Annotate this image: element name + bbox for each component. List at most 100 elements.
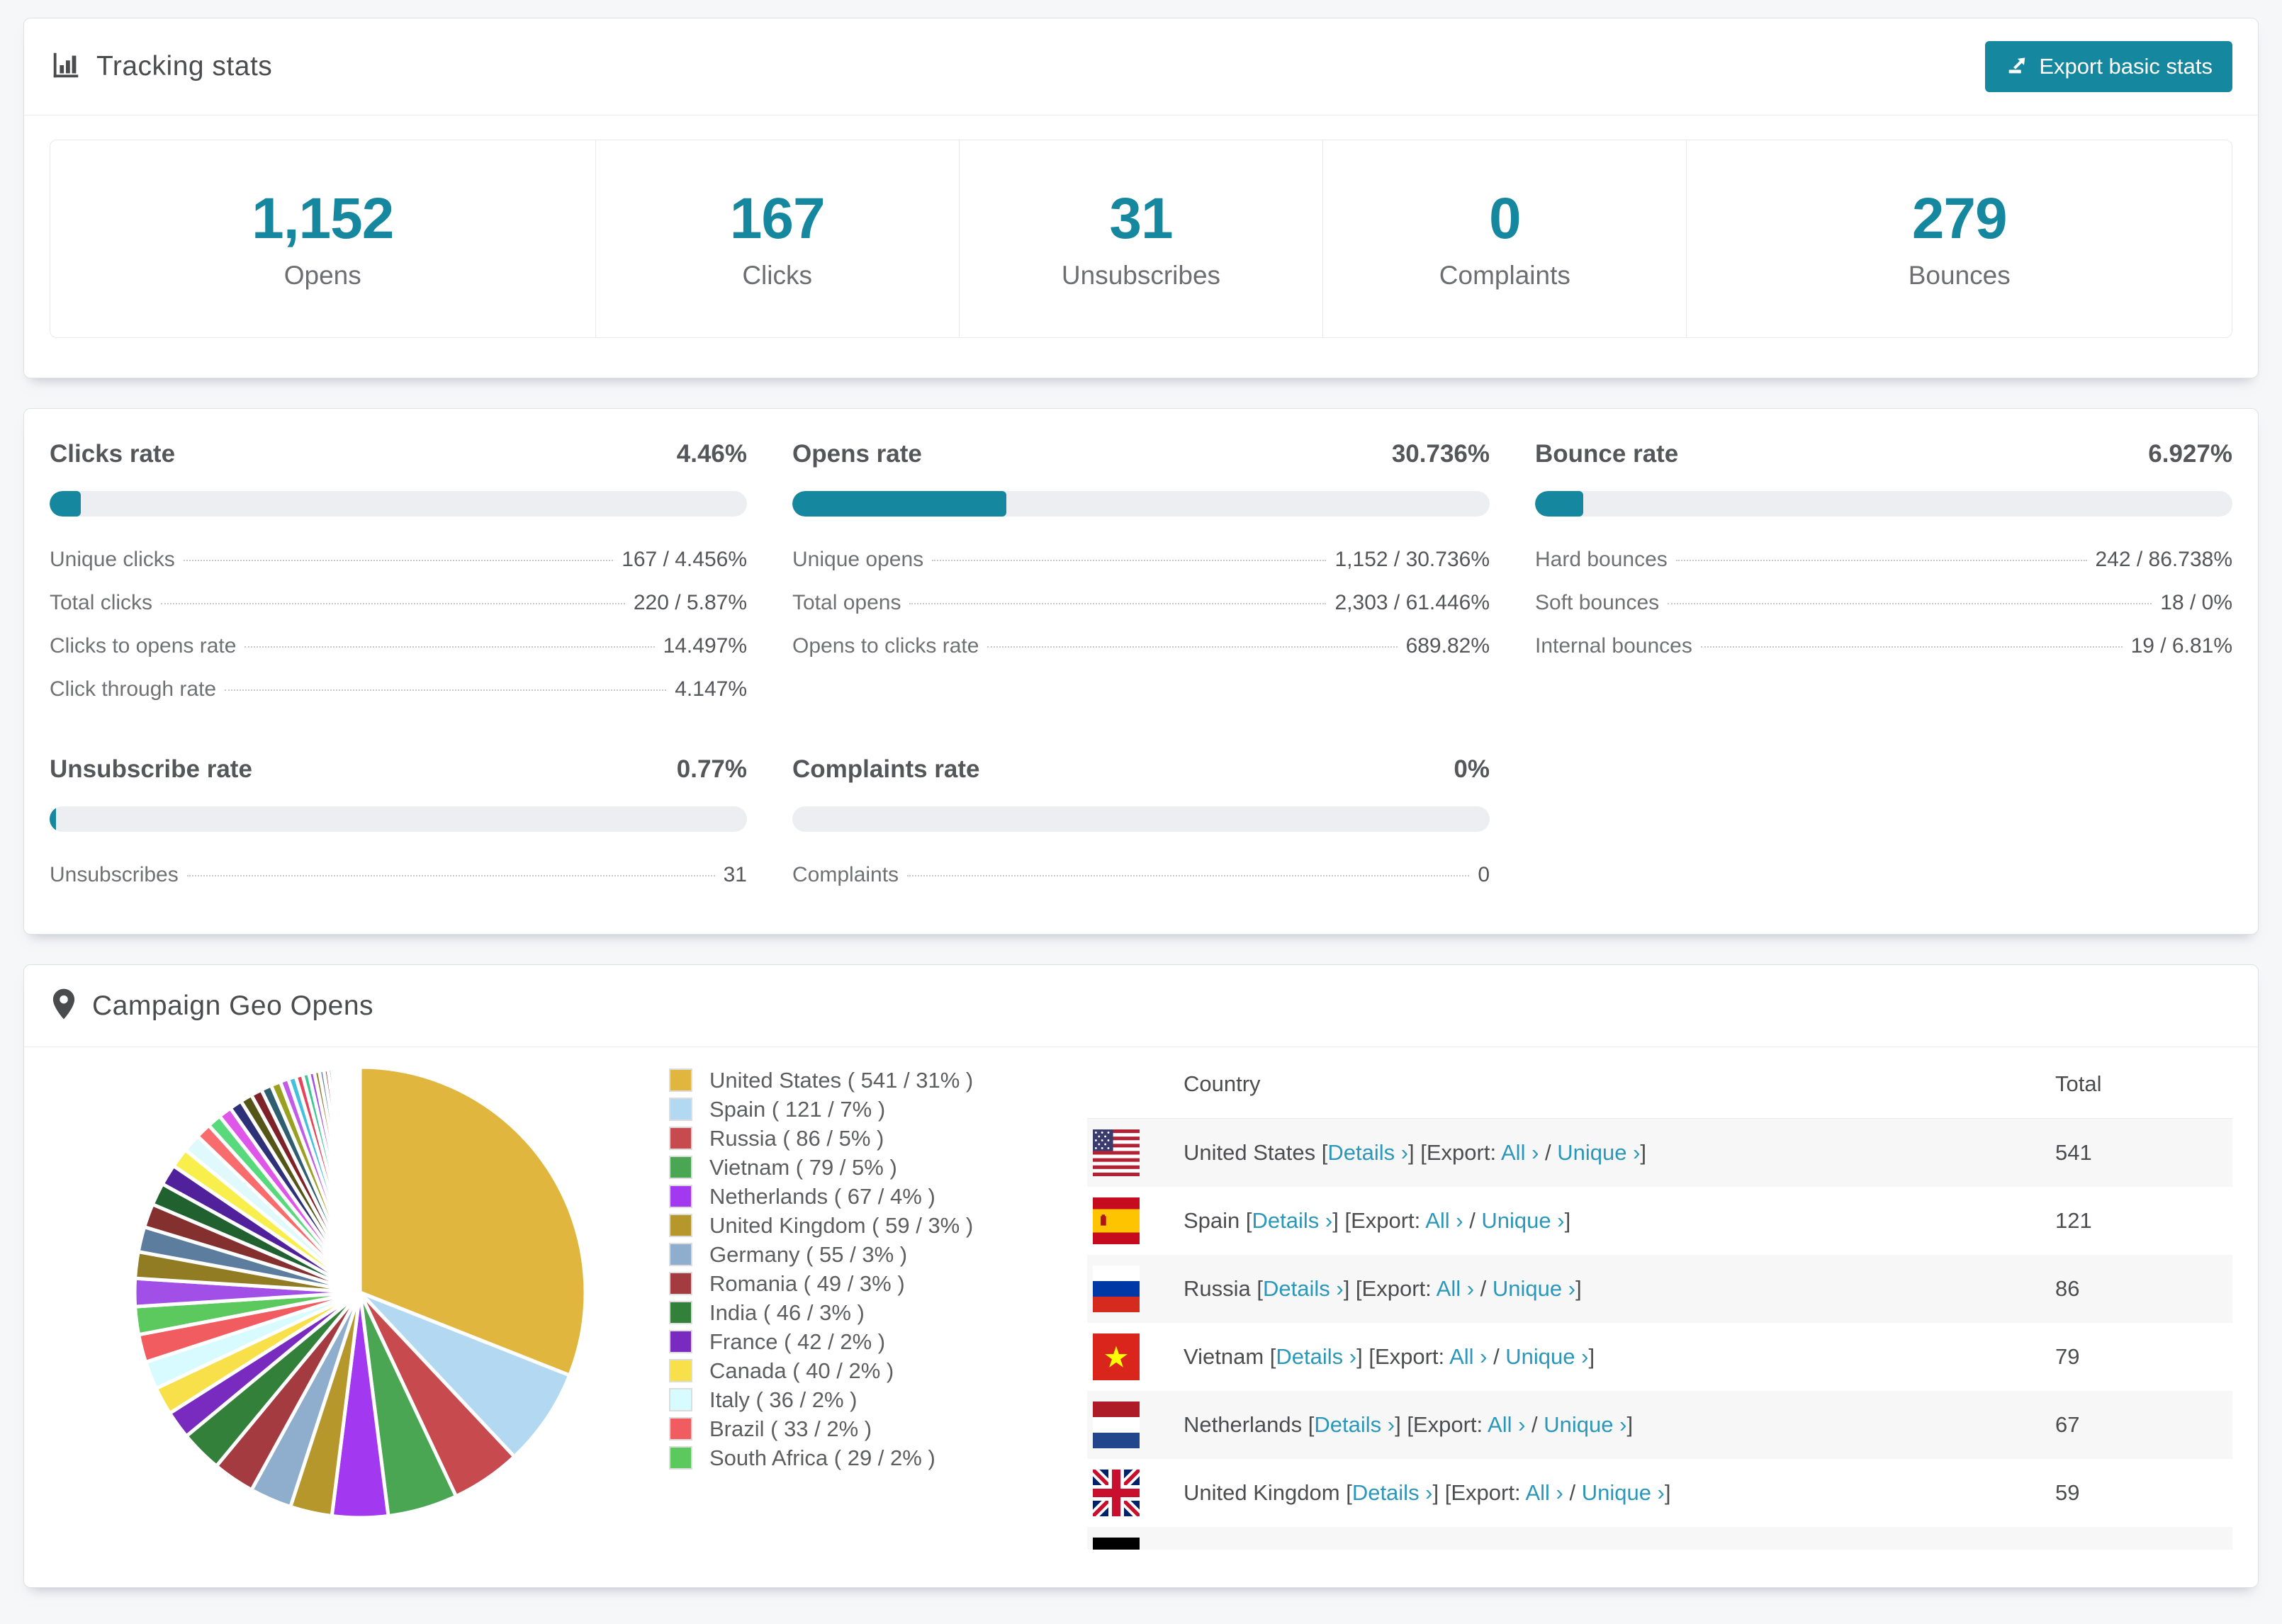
geo-opens-table: Country Total United States [Details ›] … bbox=[1087, 1050, 2232, 1550]
stat-label: Clicks bbox=[742, 261, 812, 290]
legend-swatch bbox=[669, 1185, 692, 1208]
export-unique-link[interactable]: Unique › bbox=[1516, 1548, 1599, 1550]
export-all-link[interactable]: All › bbox=[1525, 1479, 1563, 1505]
dotted-leader bbox=[909, 603, 1327, 604]
rate-stat-label: Opens to clicks rate bbox=[792, 634, 979, 658]
details-link[interactable]: Details › bbox=[1327, 1139, 1409, 1165]
rates-card: Clicks rate 4.46% Unique clicks 167 / 4.456… bbox=[23, 408, 2259, 935]
stat-value: 0 bbox=[1489, 186, 1522, 251]
pie-slice[interactable] bbox=[357, 1065, 362, 1293]
bar-chart-icon bbox=[50, 49, 82, 85]
stat-box-clicks: 167 Clicks bbox=[595, 140, 959, 337]
legend-label: Romania ( 49 / 3% ) bbox=[709, 1270, 905, 1296]
pie-slice[interactable] bbox=[359, 1290, 572, 1460]
campaign-geo-opens-card: Campaign Geo Opens United States ( 541 /… bbox=[23, 964, 2259, 1588]
bracket-close: ] bbox=[1626, 1411, 1634, 1437]
rate-stat-value: 0 bbox=[1478, 863, 1490, 886]
rate-stat-label: Soft bounces bbox=[1535, 591, 1660, 614]
details-link[interactable]: Details › bbox=[1314, 1411, 1395, 1437]
details-link[interactable]: Details › bbox=[1252, 1207, 1333, 1233]
dotted-leader bbox=[225, 689, 667, 691]
details-link[interactable]: Details › bbox=[1263, 1275, 1344, 1301]
export-label: ] [Export: bbox=[1332, 1207, 1426, 1233]
bracket-close: ] bbox=[1664, 1479, 1671, 1505]
export-all-link[interactable]: All › bbox=[1501, 1139, 1539, 1165]
rate-stat-value: 242 / 86.738% bbox=[2095, 548, 2233, 571]
rate-block-unsubscribe-rate: Unsubscribe rate 0.77% Unsubscribes 31 bbox=[50, 755, 747, 887]
page-title: Tracking stats bbox=[96, 51, 273, 81]
geo-table-wrap: Country Total United States [Details ›] … bbox=[1087, 1050, 2232, 1550]
legend-label: Brazil ( 33 / 2% ) bbox=[709, 1416, 872, 1441]
legend-label: Vietnam ( 79 / 5% ) bbox=[709, 1154, 897, 1180]
export-button-label: Export basic stats bbox=[2039, 54, 2213, 79]
bracket-close: ] bbox=[1640, 1139, 1647, 1165]
country-name: Spain bbox=[1184, 1207, 1240, 1233]
export-all-link[interactable]: All › bbox=[1449, 1343, 1488, 1369]
export-unique-link[interactable]: Unique › bbox=[1557, 1139, 1641, 1165]
rate-stat-label: Clicks to opens rate bbox=[50, 634, 237, 658]
export-unique-link[interactable]: Unique › bbox=[1492, 1275, 1576, 1301]
vn-flag-icon bbox=[1093, 1333, 1140, 1380]
details-link[interactable]: Details › bbox=[1286, 1548, 1367, 1550]
export-all-link[interactable]: All › bbox=[1459, 1548, 1497, 1550]
country-name: Vietnam bbox=[1184, 1343, 1264, 1369]
export-basic-stats-button[interactable]: Export basic stats bbox=[1985, 41, 2232, 92]
dotted-leader bbox=[161, 603, 625, 604]
bracket-close: ] bbox=[1575, 1275, 1582, 1301]
country-name: Germany bbox=[1184, 1548, 1274, 1550]
rate-title: Opens rate bbox=[792, 440, 922, 468]
total-value: 86 bbox=[2055, 1275, 2080, 1301]
rate-stat-value: 220 / 5.87% bbox=[633, 591, 747, 614]
rate-block-opens-rate: Opens rate 30.736% Unique opens 1,152 / 30.… bbox=[792, 440, 1490, 701]
geo-table-row-nl: Netherlands [Details ›] [Export: All › /… bbox=[1087, 1390, 2232, 1459]
export-unique-link[interactable]: Unique › bbox=[1505, 1343, 1589, 1369]
slash-separator: / bbox=[1497, 1548, 1516, 1550]
export-label: ] [Export: bbox=[1343, 1275, 1437, 1301]
slash-separator: / bbox=[1563, 1479, 1582, 1505]
legend-item-russia: Russia ( 86 / 5% ) bbox=[669, 1124, 1066, 1153]
details-link[interactable]: Details › bbox=[1276, 1343, 1357, 1369]
bracket-open: [ bbox=[1302, 1411, 1315, 1437]
stat-label: Bounces bbox=[1908, 261, 2011, 290]
stat-box-unsubscribes: 31 Unsubscribes bbox=[958, 140, 1322, 337]
legend-swatch bbox=[669, 1098, 692, 1121]
bracket-close: ] bbox=[1588, 1343, 1595, 1369]
ru-flag-icon bbox=[1093, 1265, 1140, 1312]
bracket-open: [ bbox=[1250, 1275, 1263, 1301]
rate-title: Clicks rate bbox=[50, 440, 176, 468]
legend-item-united-states: United States ( 541 / 31% ) bbox=[669, 1066, 1066, 1095]
export-unique-link[interactable]: Unique › bbox=[1581, 1479, 1665, 1505]
dotted-leader bbox=[1675, 560, 2087, 561]
details-link[interactable]: Details › bbox=[1351, 1479, 1433, 1505]
dotted-leader bbox=[907, 875, 1470, 876]
legend-swatch bbox=[669, 1330, 692, 1353]
rate-stat-row: Unique clicks 167 / 4.456% bbox=[50, 548, 747, 572]
slash-separator: / bbox=[1539, 1139, 1558, 1165]
rate-stat-row: Internal bounces 19 / 6.81% bbox=[1535, 634, 2232, 658]
rate-stat-label: Hard bounces bbox=[1535, 548, 1668, 571]
legend-swatch bbox=[669, 1417, 692, 1440]
export-all-link[interactable]: All › bbox=[1488, 1411, 1526, 1437]
geo-table-row-es: Spain [Details ›] [Export: All › / Uniqu… bbox=[1087, 1187, 2232, 1255]
export-all-link[interactable]: All › bbox=[1425, 1207, 1463, 1233]
legend-swatch bbox=[669, 1156, 692, 1179]
legend-swatch bbox=[669, 1068, 692, 1092]
dotted-leader bbox=[932, 560, 1327, 561]
us-flag-icon bbox=[1093, 1129, 1140, 1176]
map-pin-icon bbox=[50, 988, 78, 1024]
tracking-stats-card: Tracking stats Export basic stats 1,152 O… bbox=[23, 18, 2259, 378]
rate-title: Complaints rate bbox=[792, 755, 980, 783]
export-unique-link[interactable]: Unique › bbox=[1481, 1207, 1565, 1233]
geo-table-row-us: United States [Details ›] [Export: All ›… bbox=[1087, 1118, 2232, 1187]
export-unique-link[interactable]: Unique › bbox=[1544, 1411, 1627, 1437]
dotted-leader bbox=[186, 875, 715, 876]
geo-table-row-gb: United Kingdom [Details ›] [Export: All … bbox=[1087, 1459, 2232, 1527]
rate-stat-value: 31 bbox=[723, 863, 747, 886]
bracket-open: [ bbox=[1274, 1548, 1286, 1550]
rate-stat-row: Unsubscribes 31 bbox=[50, 863, 747, 887]
legend-item-germany: Germany ( 55 / 3% ) bbox=[669, 1240, 1066, 1269]
bracket-close: ] bbox=[1564, 1207, 1571, 1233]
pie-slice[interactable] bbox=[358, 1065, 588, 1378]
bracket-open: [ bbox=[1315, 1139, 1328, 1165]
export-all-link[interactable]: All › bbox=[1436, 1275, 1475, 1301]
